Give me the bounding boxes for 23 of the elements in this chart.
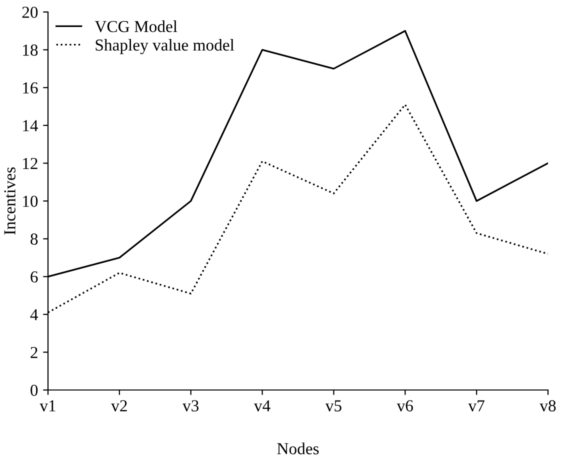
- y-tick-label: 16: [23, 82, 38, 94]
- y-tick-label: 14: [23, 120, 38, 132]
- y-tick-label: 10: [23, 196, 38, 207]
- y-tick-label: 18: [23, 44, 38, 56]
- x-tick-label: v6: [396, 400, 413, 412]
- y-tick-label: 8: [30, 234, 38, 245]
- y-tick-label: 20: [22, 6, 38, 18]
- x-axis-title: Nodes: [277, 442, 319, 454]
- legend-label: VCG Model: [94, 20, 178, 32]
- x-tick-label: v1: [40, 400, 56, 412]
- y-axis-title: Incentives: [4, 167, 16, 235]
- x-tick-label: v2: [111, 400, 127, 412]
- x-tick-label: v3: [182, 400, 199, 412]
- y-tick-label: 0: [30, 384, 38, 396]
- y-tick-label: 4: [30, 309, 38, 320]
- x-tick-label: v5: [325, 400, 342, 412]
- x-tick-label: v7: [468, 400, 484, 412]
- y-tick-label: 12: [23, 158, 38, 169]
- y-tick-label: 2: [30, 346, 38, 358]
- x-tick-label: v8: [540, 400, 556, 412]
- y-tick-label: 6: [30, 271, 38, 283]
- legend-label: Shapley value model: [96, 38, 234, 54]
- x-tick-label: v4: [254, 400, 270, 412]
